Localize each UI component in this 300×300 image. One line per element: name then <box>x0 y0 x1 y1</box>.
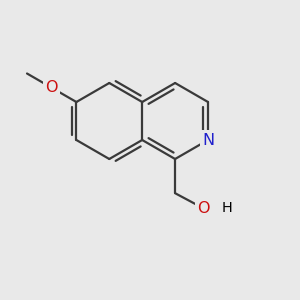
Text: N: N <box>202 133 214 148</box>
Text: O: O <box>45 80 58 95</box>
Text: H: H <box>222 201 232 215</box>
Text: O: O <box>197 201 210 216</box>
